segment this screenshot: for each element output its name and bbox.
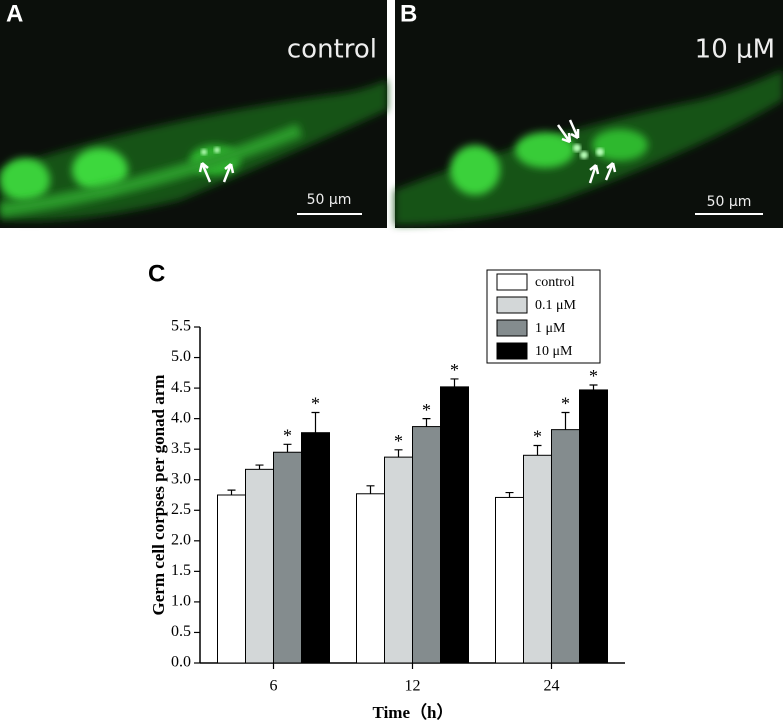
corpse xyxy=(580,151,588,159)
bar xyxy=(356,493,385,664)
error-bar xyxy=(283,443,292,453)
bar xyxy=(384,456,413,664)
cell xyxy=(450,145,500,195)
cell xyxy=(72,148,128,192)
error-bar xyxy=(255,464,264,470)
bar xyxy=(273,451,302,664)
y-tick-label: 5.5 xyxy=(171,318,191,335)
arrow xyxy=(588,164,600,184)
panel-caption: 10 μM xyxy=(695,35,775,65)
corpse xyxy=(214,147,220,153)
legend-swatch xyxy=(496,342,528,360)
legend-label: control xyxy=(535,275,575,290)
significance-marker: * xyxy=(450,360,459,380)
bar xyxy=(245,468,274,664)
x-axis-label: Time（h） xyxy=(373,702,454,722)
y-tick-label: 3.5 xyxy=(171,440,191,457)
significance-marker: * xyxy=(561,394,570,414)
arrow xyxy=(222,163,235,183)
error-bar xyxy=(366,485,375,494)
y-tick-label: 5.0 xyxy=(171,348,191,365)
error-bar xyxy=(311,411,320,433)
significance-marker: * xyxy=(311,394,320,414)
legend-label: 1 μM xyxy=(535,321,566,336)
scale-bar-label: 50 μm xyxy=(707,194,752,210)
bar xyxy=(412,426,441,664)
arrow xyxy=(198,162,212,183)
error-bar xyxy=(422,418,431,427)
significance-marker: * xyxy=(283,425,292,445)
legend-label: 0.1 μM xyxy=(535,298,577,313)
x-tick-label: 6 xyxy=(270,678,278,695)
cell xyxy=(592,129,648,161)
error-bar xyxy=(589,384,598,390)
corpse xyxy=(596,148,604,156)
cell xyxy=(0,158,50,202)
legend-label: 10 μM xyxy=(535,344,573,359)
chart: C Germ cell corpses per gonad arm Time（h… xyxy=(148,260,625,722)
arrow xyxy=(556,124,572,144)
significance-marker: * xyxy=(589,366,598,386)
y-tick-label: 0.0 xyxy=(171,654,191,671)
y-tick-label: 4.5 xyxy=(171,379,191,396)
legend-swatch xyxy=(496,273,528,291)
corpse xyxy=(573,144,581,152)
error-bar xyxy=(505,491,514,498)
y-axis-label: Germ cell corpses per gonad arm xyxy=(149,375,168,616)
y-tick-label: 3.0 xyxy=(171,470,191,487)
bar xyxy=(551,429,580,664)
y-tick-label: 1.5 xyxy=(171,562,191,579)
gonad xyxy=(0,123,303,217)
legend-swatch xyxy=(496,296,528,314)
bar xyxy=(579,389,608,664)
x-tick-label: 24 xyxy=(544,678,560,695)
arrow xyxy=(604,162,617,181)
bar xyxy=(301,432,330,664)
error-bar xyxy=(561,411,570,430)
arrow xyxy=(568,119,580,140)
error-bar xyxy=(227,489,236,495)
error-bar xyxy=(533,444,542,456)
y-tick-label: 2.0 xyxy=(171,531,191,548)
panel-a: A control 50 μm xyxy=(0,0,387,228)
panel-label: B xyxy=(400,0,417,27)
y-tick-label: 0.5 xyxy=(171,623,191,640)
corpse xyxy=(201,149,207,155)
y-tick-label: 1.0 xyxy=(171,593,191,610)
significance-marker: * xyxy=(533,427,542,447)
bar xyxy=(523,454,552,664)
panel-caption: control xyxy=(287,35,377,65)
panel-label: A xyxy=(6,0,23,27)
significance-marker: * xyxy=(394,431,403,451)
legend-swatch xyxy=(496,319,528,337)
y-tick-label: 2.5 xyxy=(171,501,191,518)
bar xyxy=(217,494,246,664)
bar xyxy=(495,496,524,664)
y-tick-label: 4.0 xyxy=(171,409,191,426)
cell xyxy=(515,132,575,168)
panel-label: C xyxy=(148,260,165,287)
x-tick-label: 12 xyxy=(405,678,421,695)
scale-bar-label: 50 μm xyxy=(307,192,352,208)
error-bar xyxy=(450,378,459,387)
error-bar xyxy=(394,449,403,458)
significance-marker: * xyxy=(422,400,431,420)
panel-b: B 10 μM 50 μm xyxy=(395,0,783,228)
bar xyxy=(440,386,469,664)
